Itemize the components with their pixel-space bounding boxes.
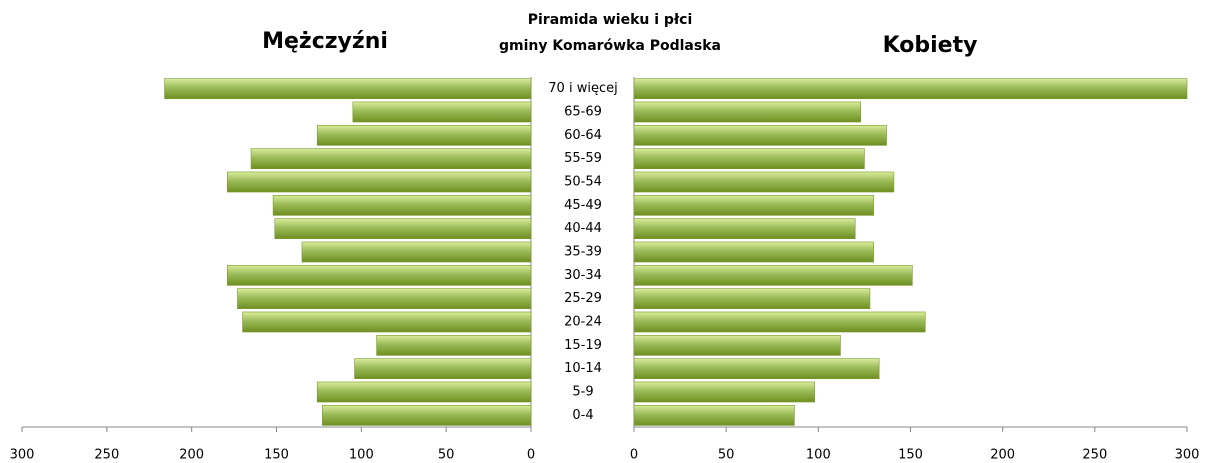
x-tick-label: 0 <box>527 448 535 463</box>
bar <box>272 195 532 216</box>
bar <box>316 381 532 403</box>
bar <box>352 101 532 123</box>
category-label: 40-44 <box>564 221 602 236</box>
category-label: 0-4 <box>572 408 593 423</box>
bar <box>354 358 532 379</box>
bar <box>237 288 532 309</box>
bar <box>633 148 865 169</box>
bar <box>633 264 913 286</box>
bar <box>301 241 532 263</box>
x-tick-label: 250 <box>94 448 119 463</box>
bar <box>633 358 880 379</box>
x-tick-label: 150 <box>898 448 923 463</box>
x-tick-label: 150 <box>264 448 289 463</box>
bar <box>633 218 856 239</box>
legend-right: Kobiety <box>883 33 978 58</box>
bar <box>633 334 841 356</box>
category-label: 15-19 <box>564 338 602 353</box>
bar <box>633 288 871 309</box>
bar <box>164 78 532 99</box>
legend-left: Mężczyźni <box>262 29 388 54</box>
x-tick-label: 50 <box>438 448 455 463</box>
bar <box>633 311 926 333</box>
bar <box>242 311 532 333</box>
bar <box>633 195 874 216</box>
x-tick-label: 200 <box>179 448 204 463</box>
bar <box>633 78 1188 99</box>
category-label: 20-24 <box>564 315 602 330</box>
bar <box>274 218 532 239</box>
bar <box>316 125 532 146</box>
category-label: 45-49 <box>564 198 602 213</box>
bar <box>633 125 887 146</box>
bar <box>322 404 532 426</box>
chart-title: Piramida wieku i płci <box>528 12 693 28</box>
chart-subtitle: gminy Komarówka Podlaska <box>499 38 721 54</box>
x-tick-label: 300 <box>10 448 35 463</box>
x-tick-label: 200 <box>990 448 1015 463</box>
bar <box>250 148 532 169</box>
bar <box>226 264 532 286</box>
x-tick-label: 100 <box>349 448 374 463</box>
bar <box>633 101 862 123</box>
x-tick-label: 300 <box>1175 448 1200 463</box>
category-label: 50-54 <box>564 175 602 190</box>
x-tick-label: 0 <box>630 448 638 463</box>
category-label: 70 i więcej <box>548 81 617 96</box>
x-tick-label: 50 <box>718 448 735 463</box>
category-label: 55-59 <box>564 151 602 166</box>
bar <box>633 241 874 263</box>
category-label: 10-14 <box>564 361 602 376</box>
category-label: 60-64 <box>564 128 602 143</box>
category-label: 30-34 <box>564 268 602 283</box>
bar <box>226 171 532 193</box>
category-label: 5-9 <box>572 385 593 400</box>
x-tick-label: 250 <box>1082 448 1107 463</box>
category-label: 35-39 <box>564 245 602 260</box>
x-tick-label: 100 <box>806 448 831 463</box>
bar <box>633 381 815 403</box>
category-label: 25-29 <box>564 291 602 306</box>
category-label: 65-69 <box>564 105 602 120</box>
bar <box>633 404 795 426</box>
bar <box>376 334 532 356</box>
bar <box>633 171 895 193</box>
